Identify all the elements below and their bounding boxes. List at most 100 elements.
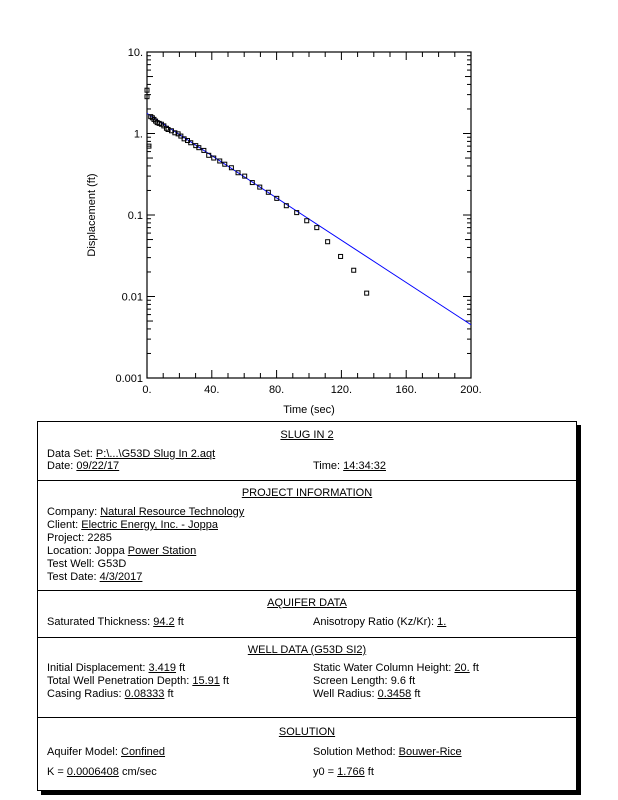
x-tick-label: 80. — [269, 384, 284, 396]
static-water-value: 20. — [454, 662, 470, 674]
data-point — [206, 152, 212, 158]
x-tick-label: 0. — [142, 384, 151, 396]
location-prefix: Joppa — [94, 545, 125, 557]
test-date-value: 4/3/2017 — [99, 571, 143, 583]
data-point — [222, 161, 228, 167]
date-value: 09/22/17 — [76, 460, 120, 472]
data-point — [144, 94, 150, 100]
data-set-label: Data Set: — [47, 448, 93, 460]
header-section: SLUG IN 2 Data Set: P:\...\G53D Slug In … — [38, 422, 576, 481]
y-axis-label: Displacement (ft) — [86, 173, 98, 256]
data-point — [249, 180, 255, 186]
solution-heading: SOLUTION — [278, 726, 336, 738]
casing-radius-row: Casing Radius: 0.08333 ft — [47, 688, 174, 700]
x-tick-label: 200. — [460, 384, 481, 396]
casing-radius-label: Casing Radius: — [47, 688, 122, 700]
test-date-label: Test Date: — [47, 571, 97, 583]
company-value: Natural Resource Technology — [100, 506, 245, 518]
y0-row: y0 = 1.766 ft — [313, 766, 374, 778]
y-tick-label: 0.01 — [122, 292, 143, 304]
data-point — [314, 225, 320, 231]
report-title: SLUG IN 2 — [280, 429, 334, 441]
x-tick-labels: 0. 40. 80. 120. 160. 200. — [142, 384, 481, 396]
aquifer-model-value: Confined — [121, 746, 166, 758]
x-tick-label: 160. — [395, 384, 416, 396]
screen-length-row: Screen Length: 9.6 ft — [313, 675, 415, 687]
well-radius-unit: ft — [414, 688, 421, 700]
saturated-thickness-value: 94.2 — [153, 616, 175, 628]
casing-radius-value: 0.08333 — [124, 688, 165, 700]
test-well-row: Test Well: G53D — [47, 558, 126, 570]
anisotropy-label: Anisotropy Ratio (Kz/Kr): — [313, 616, 435, 628]
penetration-depth-label: Total Well Penetration Depth: — [47, 675, 190, 687]
date-label: Date: — [47, 460, 74, 472]
data-point — [242, 173, 248, 179]
plot-frame — [146, 51, 472, 379]
penetration-depth-row: Total Well Penetration Depth: 15.91 ft — [47, 675, 229, 687]
x-axis-label: Time (sec) — [283, 404, 335, 416]
anisotropy-row: Anisotropy Ratio (Kz/Kr): 1. — [313, 616, 446, 628]
client-value: Electric Energy, Inc. - Joppa — [81, 519, 218, 531]
casing-radius-unit: ft — [167, 688, 174, 700]
well-radius-row: Well Radius: 0.3458 ft — [313, 688, 420, 700]
location-row: Location: Joppa Power Station — [47, 545, 196, 557]
initial-displacement-row: Initial Displacement: 3.419 ft — [47, 662, 185, 674]
solution-method-value: Bouwer-Rice — [398, 746, 462, 758]
saturated-thickness-unit: ft — [177, 616, 184, 628]
data-point — [165, 126, 171, 132]
penetration-depth-value: 15.91 — [192, 675, 220, 687]
data-point — [338, 253, 344, 259]
k-value: 0.0006408 — [66, 766, 119, 778]
test-well-value: G53D — [97, 558, 127, 570]
static-water-unit: ft — [472, 662, 479, 674]
well-radius-value: 0.3458 — [377, 688, 412, 700]
solution-method-row: Solution Method: Bouwer-Rice — [313, 746, 462, 758]
y-tick-labels: 0.001 0.01 0.1 1. 10. — [115, 47, 143, 385]
project-label: Project: — [47, 532, 85, 544]
data-point — [325, 239, 331, 245]
data-set-row: Data Set: P:\...\G53D Slug In 2.aqt — [47, 448, 215, 460]
well-data-section: WELL DATA (G53D SI2) Initial Displacemen… — [38, 638, 576, 718]
test-date-row: Test Date: 4/3/2017 — [47, 571, 142, 583]
data-point — [257, 184, 263, 190]
y-tick-label: 1. — [134, 129, 143, 141]
company-row: Company: Natural Resource Technology — [47, 506, 244, 518]
client-row: Client: Electric Energy, Inc. - Joppa — [47, 519, 218, 531]
k-row: K = 0.0006408 cm/sec — [47, 766, 157, 778]
time-value: 14:34:32 — [343, 460, 386, 472]
data-point — [274, 195, 280, 201]
data-point — [294, 210, 300, 216]
y0-label: y0 = — [313, 766, 335, 778]
screen-length-label: Screen Length: — [313, 675, 388, 687]
saturated-thickness-row: Saturated Thickness: 94.2 ft — [47, 616, 184, 628]
data-point — [364, 290, 370, 296]
data-point — [304, 218, 310, 224]
y-tick-label: 0.001 — [115, 373, 143, 385]
company-label: Company: — [47, 506, 98, 518]
data-point — [283, 203, 289, 209]
penetration-depth-unit: ft — [222, 675, 230, 687]
aquifer-heading: AQUIFER DATA — [267, 597, 347, 609]
well-radius-label: Well Radius: — [313, 688, 375, 700]
data-point — [235, 170, 241, 176]
k-unit: cm/sec — [121, 766, 157, 778]
data-point — [351, 267, 357, 273]
project-row: Project: 2285 — [47, 532, 112, 544]
data-point — [188, 140, 194, 146]
static-water-row: Static Water Column Height: 20. ft — [313, 662, 479, 674]
project-value: 2285 — [87, 532, 112, 544]
y0-unit: ft — [367, 766, 374, 778]
displacement-time-chart: 0. 40. 80. 120. 160. 200. 0.001 0.01 0.1 1. 10. T… — [86, 47, 482, 416]
screen-length-value: 9.6 ft — [390, 675, 416, 687]
y-tick-label: 10. — [128, 47, 143, 59]
data-point — [146, 143, 152, 149]
saturated-thickness-label: Saturated Thickness: — [47, 616, 151, 628]
solution-section: SOLUTION Aquifer Model: Confined Solutio… — [38, 718, 576, 790]
data-point — [201, 147, 207, 153]
data-set-value: P:\...\G53D Slug In 2.aqt — [95, 448, 216, 460]
initial-displacement-value: 3.419 — [148, 662, 177, 674]
observed-points — [144, 87, 370, 296]
solution-method-label: Solution Method: — [313, 746, 396, 758]
initial-displacement-label: Initial Displacement: — [47, 662, 146, 674]
